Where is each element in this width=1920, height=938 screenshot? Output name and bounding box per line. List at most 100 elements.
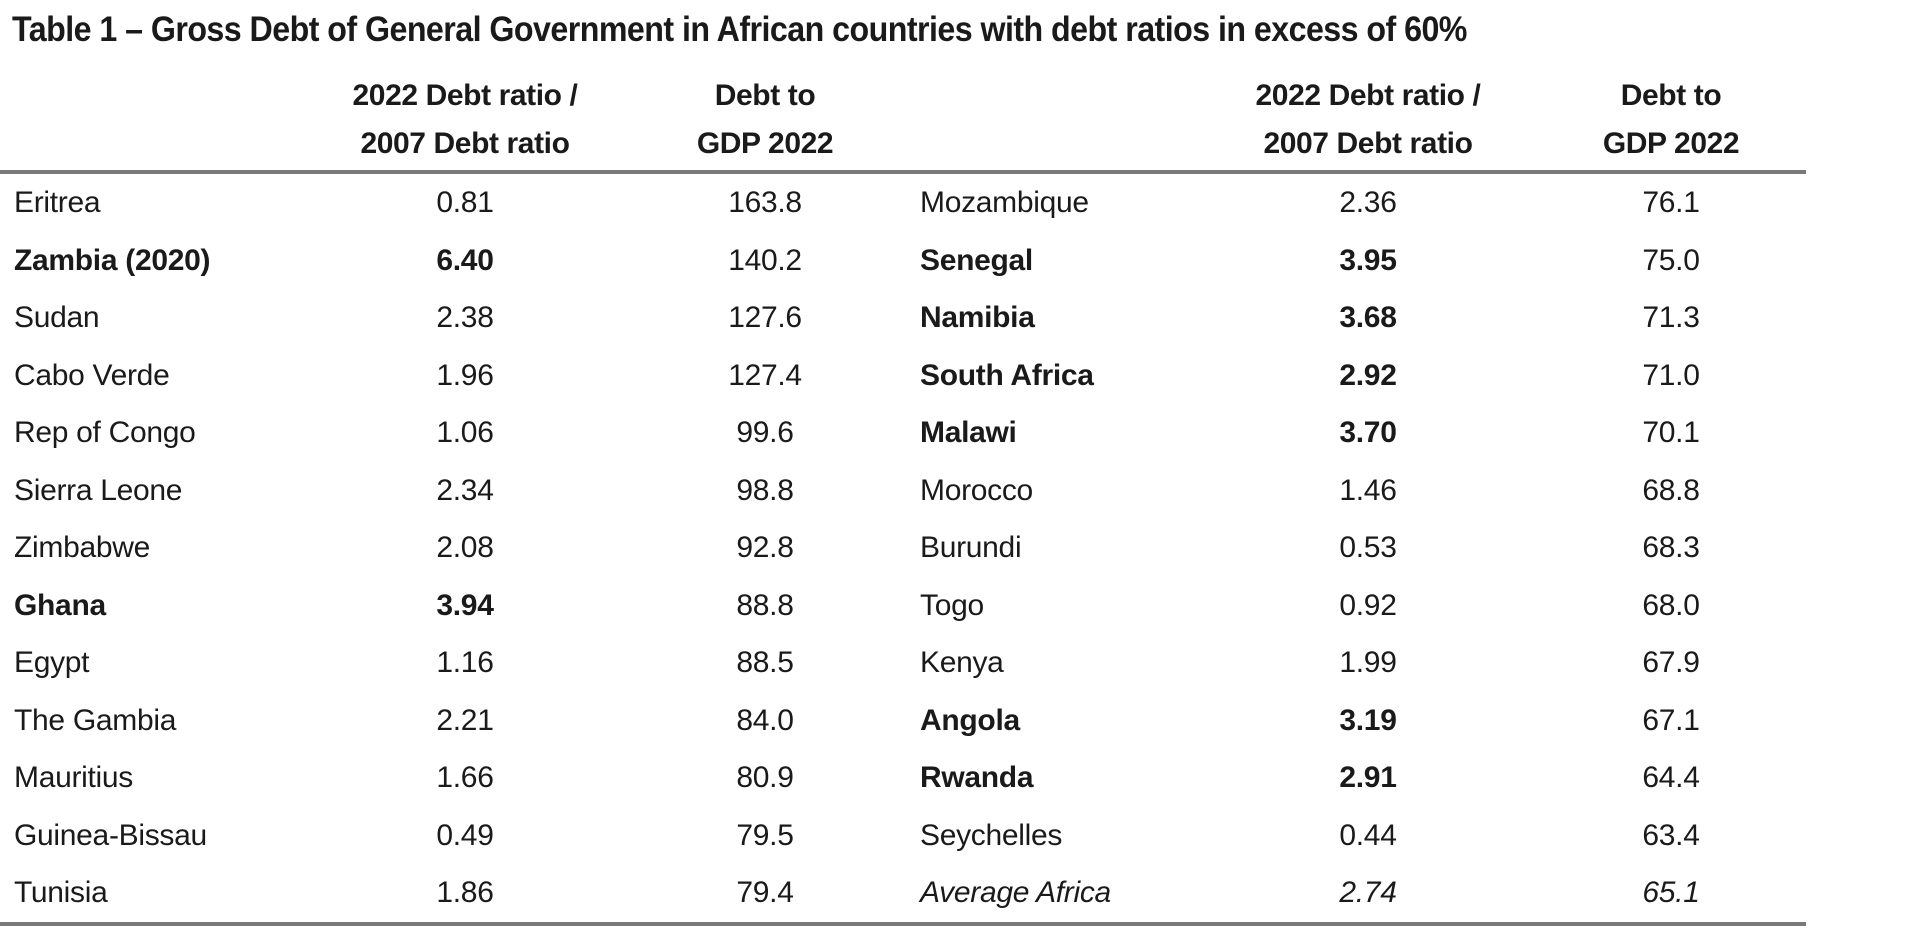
debt-ratio-left: 1.66 bbox=[436, 761, 494, 794]
country-name-left: Ghana bbox=[14, 588, 106, 622]
debt-to-gdp-left: 127.4 bbox=[728, 358, 802, 392]
debt-to-gdp-left: 163.8 bbox=[728, 186, 802, 219]
debt-to-gdp-left: 127.6 bbox=[728, 301, 802, 334]
country-name-right: Morocco bbox=[920, 473, 1033, 507]
table-body: Eritrea 0.81 163.8 Mozambique 2.36 76.1 Zambia… bbox=[0, 172, 1806, 926]
country-name-right: South Africa bbox=[920, 358, 1094, 392]
country-name-left: Egypt bbox=[14, 646, 90, 679]
table-row: Guinea-Bissau 0.49 79.5 Seychelles 0.44 63.4 bbox=[0, 807, 1806, 865]
debt-ratio-left: 0.81 bbox=[436, 186, 494, 219]
country-name-left: Mauritius bbox=[14, 761, 133, 794]
debt-ratio-right: 0.53 bbox=[1339, 531, 1397, 564]
debt-ratio-left: 2.08 bbox=[436, 531, 494, 564]
debt-to-gdp-left: 80.9 bbox=[736, 761, 794, 794]
debt-ratio-left: 2.21 bbox=[436, 703, 494, 737]
country-name-right: Mozambique bbox=[920, 186, 1089, 219]
debt-to-gdp-right: 68.3 bbox=[1642, 531, 1700, 564]
debt-to-gdp-left: 84.0 bbox=[736, 703, 794, 737]
country-name-right: Burundi bbox=[920, 531, 1022, 564]
country-name-right: Angola bbox=[920, 703, 1020, 737]
debt-ratio-left: 3.94 bbox=[436, 588, 494, 622]
debt-to-gdp-left: 88.5 bbox=[736, 646, 794, 679]
country-name-right: Senegal bbox=[920, 243, 1033, 277]
header-ratio-left-line2: 2007 Debt ratio bbox=[300, 120, 630, 174]
debt-ratio-right: 2.91 bbox=[1339, 761, 1397, 794]
country-name-right: Namibia bbox=[920, 301, 1035, 334]
country-name-left: Zambia (2020) bbox=[14, 243, 211, 277]
country-name-left: Guinea-Bissau bbox=[14, 818, 207, 852]
debt-ratio-right: 1.46 bbox=[1339, 473, 1397, 507]
table-row: Rep of Congo 1.06 99.6 Malawi 3.70 70.1 bbox=[0, 404, 1806, 462]
table-row: Ghana 3.94 88.8 Togo 0.92 68.0 bbox=[0, 577, 1806, 635]
country-name-left: Zimbabwe bbox=[14, 531, 150, 564]
debt-to-gdp-left: 79.4 bbox=[630, 864, 900, 926]
debt-to-gdp-right: 65.1 bbox=[1536, 864, 1806, 926]
table-row: Mauritius 1.66 80.9 Rwanda 2.91 64.4 bbox=[0, 749, 1806, 807]
country-name-left: The Gambia bbox=[14, 703, 177, 737]
table-title: Table 1 – Gross Debt of General Governme… bbox=[12, 10, 1467, 49]
header-gdp-left-line1: Debt to bbox=[714, 79, 816, 112]
country-name-right: Kenya bbox=[920, 646, 1004, 679]
country-name-left: Sierra Leone bbox=[14, 473, 183, 507]
table-row: Sierra Leone 2.34 98.8 Morocco 1.46 68.8 bbox=[0, 462, 1806, 520]
debt-to-gdp-left: 140.2 bbox=[728, 243, 802, 277]
debt-ratio-left: 2.38 bbox=[436, 301, 494, 334]
debt-ratio-right: 3.70 bbox=[1339, 416, 1397, 449]
debt-ratio-left: 1.06 bbox=[436, 416, 494, 449]
table-row: Tunisia 1.86 79.4 Average Africa 2.74 65.1 bbox=[0, 864, 1806, 926]
debt-ratio-right: 3.68 bbox=[1339, 301, 1397, 334]
debt-to-gdp-right: 67.9 bbox=[1642, 646, 1700, 679]
table-row: Cabo Verde 1.96 127.4 South Africa 2.92 71.0 bbox=[0, 347, 1806, 405]
debt-to-gdp-left: 99.6 bbox=[736, 416, 794, 449]
table-row: Eritrea 0.81 163.8 Mozambique 2.36 76.1 bbox=[0, 172, 1806, 232]
debt-to-gdp-right: 76.1 bbox=[1642, 186, 1700, 219]
header-country-left-2 bbox=[0, 120, 300, 174]
debt-ratio-right: 3.95 bbox=[1339, 243, 1397, 277]
debt-ratio-left: 2.34 bbox=[436, 473, 494, 507]
header-gdp-right-line2: GDP 2022 bbox=[1536, 120, 1806, 174]
debt-ratio-left: 0.49 bbox=[436, 818, 494, 852]
table-header: 2022 Debt ratio / Debt to 2022 Debt rati… bbox=[0, 72, 1806, 174]
header-country-right bbox=[900, 72, 1200, 120]
debt-to-gdp-left: 92.8 bbox=[736, 531, 794, 564]
debt-ratio-right: 0.44 bbox=[1339, 818, 1397, 852]
debt-to-gdp-left: 98.8 bbox=[736, 473, 794, 507]
debt-ratio-right: 2.36 bbox=[1339, 186, 1397, 219]
debt-ratio-left: 1.86 bbox=[300, 864, 630, 926]
country-name-left: Sudan bbox=[14, 301, 100, 334]
debt-to-gdp-left: 88.8 bbox=[736, 588, 794, 622]
table-row: The Gambia 2.21 84.0 Angola 3.19 67.1 bbox=[0, 692, 1806, 750]
header-ratio-right-line1: 2022 Debt ratio / bbox=[1255, 79, 1481, 112]
debt-ratio-left: 1.96 bbox=[436, 358, 494, 392]
debt-to-gdp-right: 75.0 bbox=[1642, 243, 1700, 277]
header-ratio-left-line1: 2022 Debt ratio / bbox=[352, 79, 578, 112]
debt-ratio-right: 0.92 bbox=[1339, 588, 1397, 622]
debt-ratio-left: 1.16 bbox=[436, 646, 494, 679]
country-name-right: Togo bbox=[920, 588, 984, 622]
country-name-left: Cabo Verde bbox=[14, 358, 170, 392]
debt-table: 2022 Debt ratio / Debt to 2022 Debt rati… bbox=[0, 72, 1806, 926]
debt-to-gdp-right: 71.3 bbox=[1642, 301, 1700, 334]
debt-to-gdp-right: 63.4 bbox=[1642, 818, 1700, 852]
country-name-right: Seychelles bbox=[920, 818, 1063, 852]
header-country-right-2 bbox=[900, 120, 1200, 174]
table-row: Zambia (2020) 6.40 140.2 Senegal 3.95 75.0 bbox=[0, 232, 1806, 290]
debt-ratio-left: 6.40 bbox=[436, 243, 494, 277]
debt-ratio-right: 2.74 bbox=[1200, 864, 1536, 926]
country-name-left: Tunisia bbox=[0, 864, 300, 926]
table-row: Egypt 1.16 88.5 Kenya 1.99 67.9 bbox=[0, 634, 1806, 692]
country-name-right: Average Africa bbox=[900, 864, 1200, 926]
header-ratio-right-line2: 2007 Debt ratio bbox=[1200, 120, 1536, 174]
debt-to-gdp-left: 79.5 bbox=[736, 818, 794, 852]
debt-table-container: 2022 Debt ratio / Debt to 2022 Debt rati… bbox=[0, 72, 1806, 926]
debt-to-gdp-right: 67.1 bbox=[1642, 703, 1700, 737]
country-name-left: Eritrea bbox=[14, 186, 101, 219]
table-row: Zimbabwe 2.08 92.8 Burundi 0.53 68.3 bbox=[0, 519, 1806, 577]
header-gdp-left-line2: GDP 2022 bbox=[630, 120, 900, 174]
header-country-left bbox=[0, 72, 300, 120]
country-name-right: Malawi bbox=[920, 416, 1017, 449]
country-name-right: Rwanda bbox=[920, 761, 1034, 794]
header-gdp-right-line1: Debt to bbox=[1620, 79, 1722, 112]
debt-to-gdp-right: 70.1 bbox=[1642, 416, 1700, 449]
debt-ratio-right: 2.92 bbox=[1339, 358, 1397, 392]
